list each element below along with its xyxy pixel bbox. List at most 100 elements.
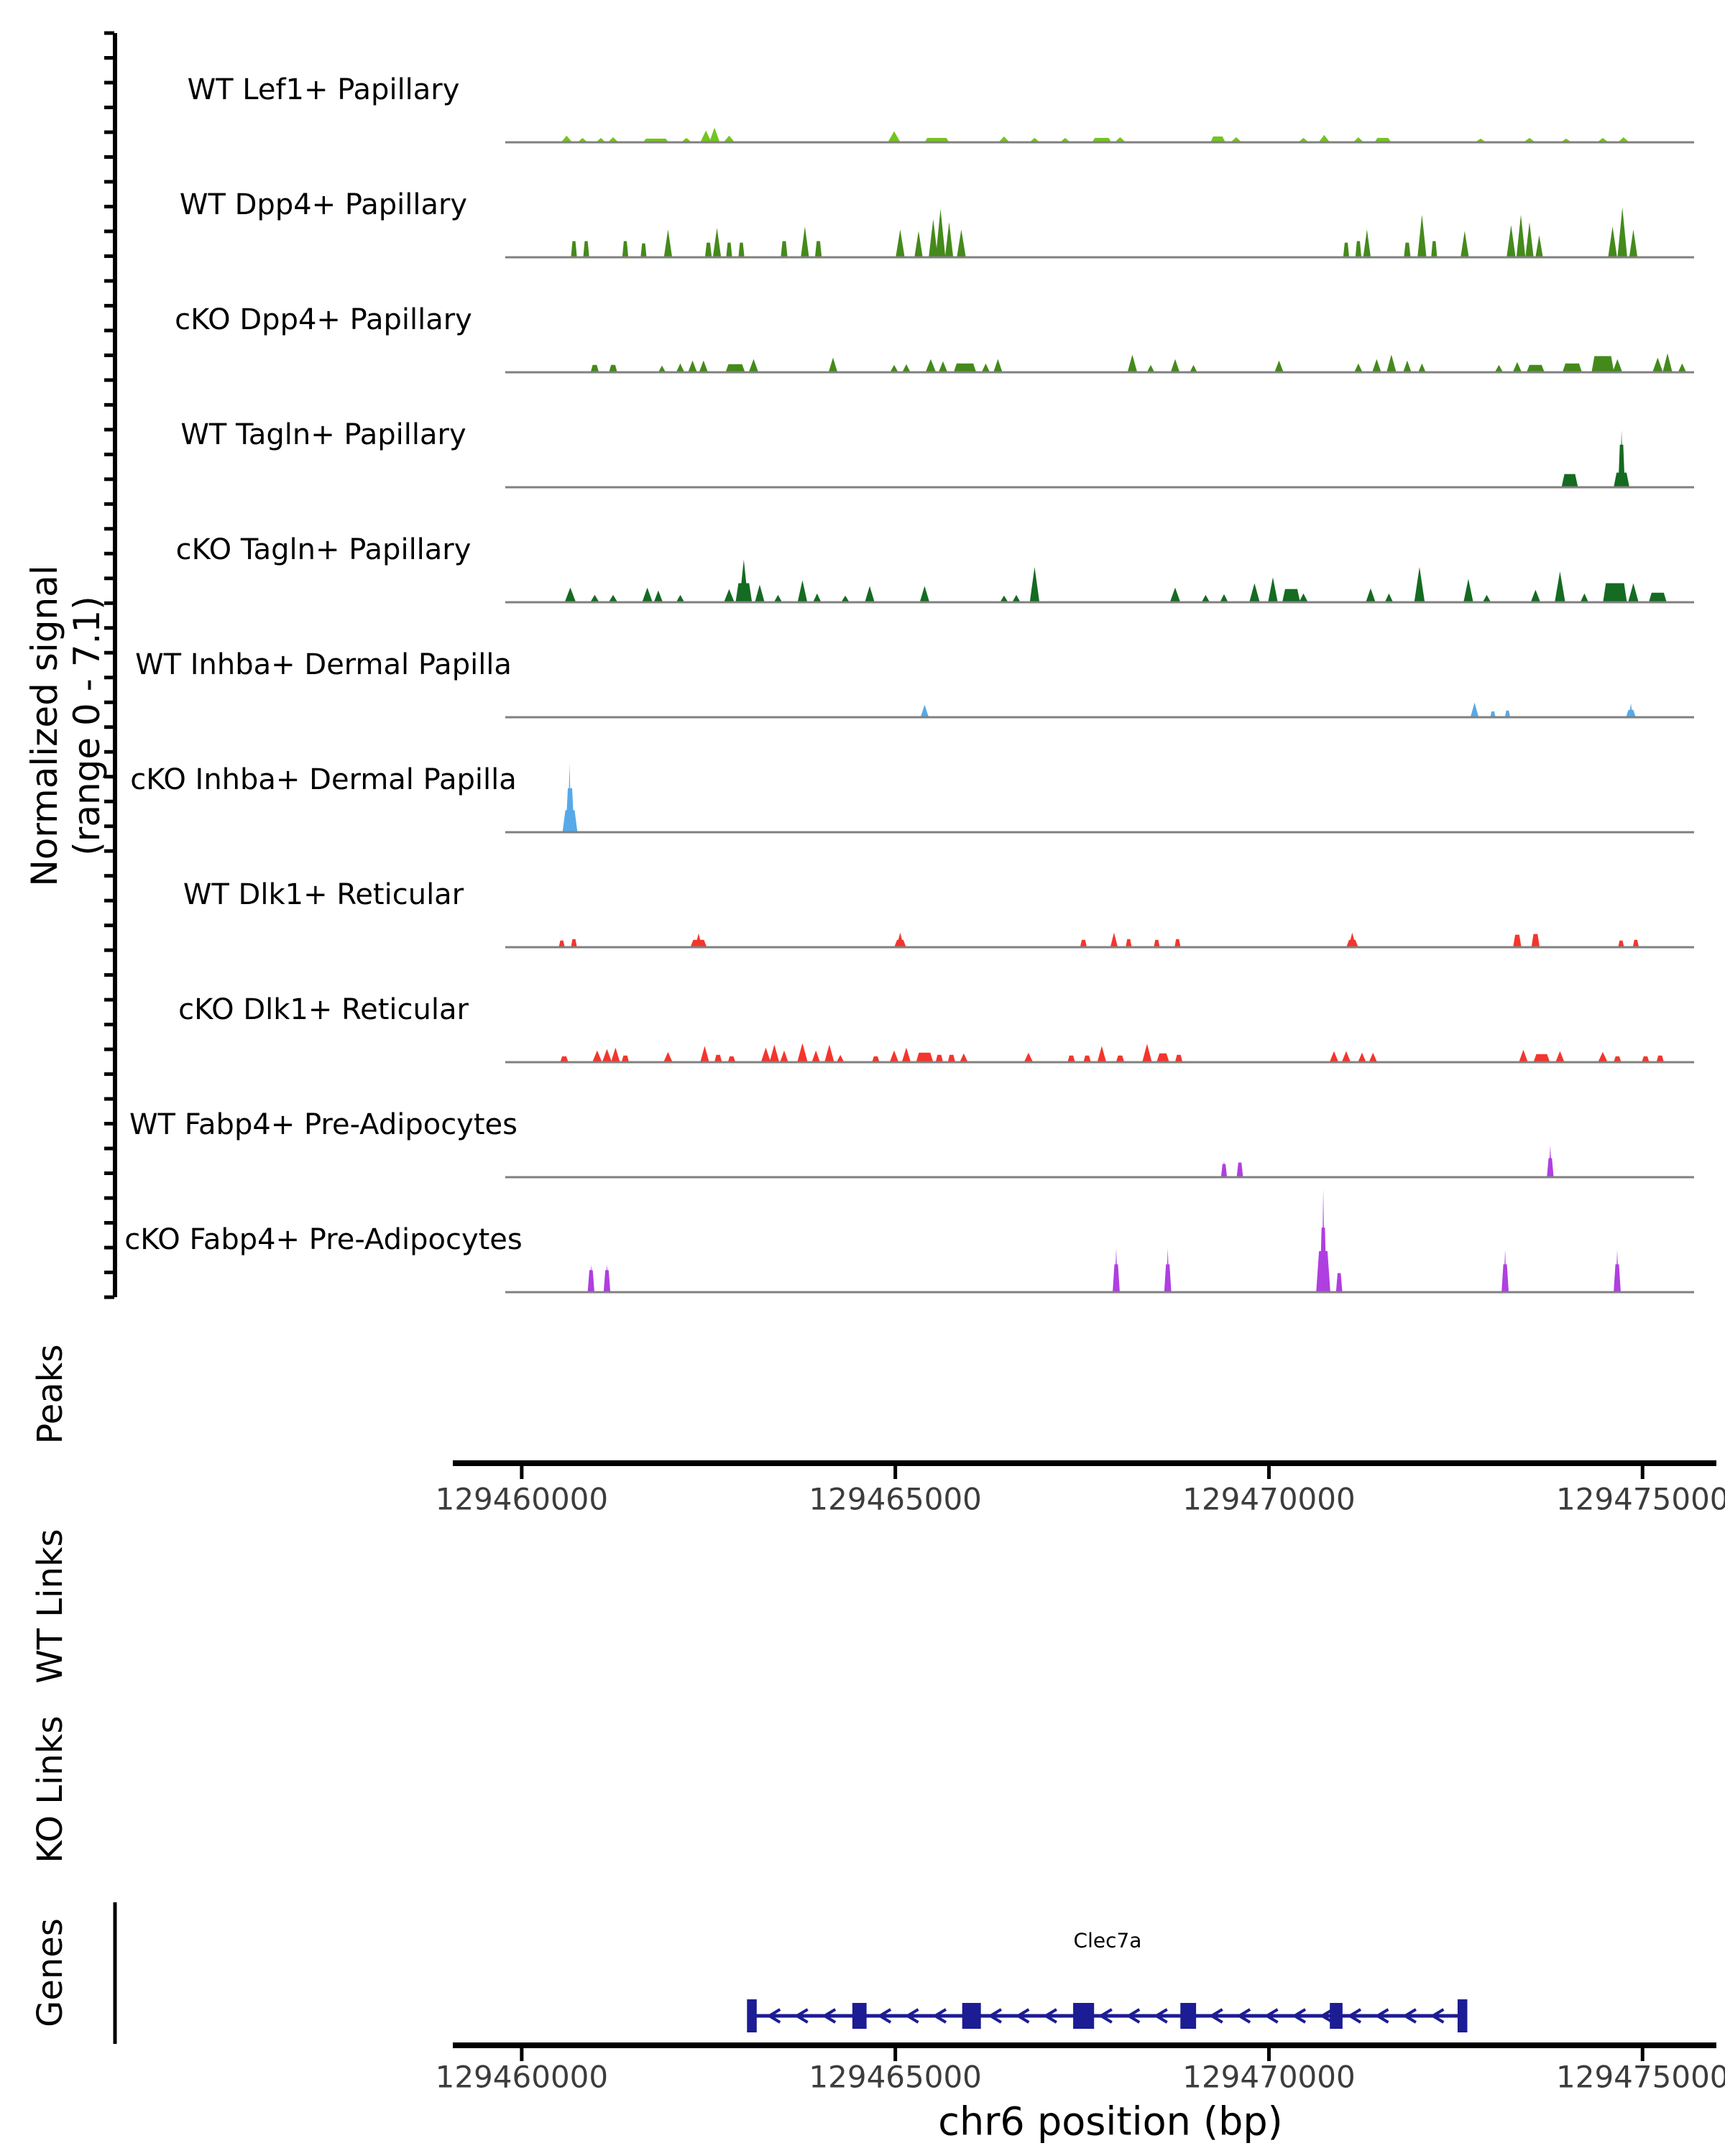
track-label: cKO Inhba+ Dermal Papilla [130,763,517,796]
strand-arrow-left-icon [822,2008,837,2024]
signal-peak [609,364,617,372]
track-label: WT Tagln+ Papillary [180,418,466,451]
signal-peak [1230,137,1242,142]
signal-peak [1414,566,1425,602]
signal-peak [1618,137,1629,142]
signal-peak [602,1049,612,1062]
signal-peak [571,939,577,947]
x-axis-title: chr6 position (bp) [938,2099,1283,2145]
strand-arrow-left-icon [1098,2008,1113,2024]
signal-peak [1417,214,1427,257]
track-1-signal [505,127,1694,144]
signal-peak [916,1052,934,1062]
signal-peak [1418,363,1426,372]
gene-model [747,1999,1468,2032]
signal-peak [1127,354,1138,372]
signal-peak [1000,595,1008,602]
gene-end-bar [1457,1999,1468,2032]
signal-peak [841,595,850,602]
signal-peak [727,1056,736,1062]
signal-peak [1024,1052,1034,1062]
track-label: WT Lef1+ Papillary [187,73,460,106]
signal-peak [1384,593,1394,602]
signal-peak [769,1044,780,1062]
signal-peak [1355,241,1362,257]
signal-peak [560,1056,569,1062]
strand-arrow-left-icon [1070,2008,1085,2024]
signal-peak [1329,1051,1339,1062]
signal-peak [1535,235,1543,257]
signal-peak [561,135,573,142]
signal-peak [865,586,875,602]
signal-peak [1353,137,1364,142]
axis-tick-label: 129460000 [435,1481,609,1517]
signal-peak [1348,932,1356,947]
signal-peak [914,231,923,257]
signal-peak [1678,363,1687,372]
signal-peak [1490,711,1496,717]
signal-peak [577,137,588,142]
signal-peak [704,242,712,257]
signal-peak [1523,137,1536,142]
signal-peak [1629,703,1633,717]
signal-peak [1648,592,1667,602]
signal-peak [681,137,692,142]
signal-peak [1580,593,1589,602]
signal-peak [1335,1273,1343,1292]
signal-peak [960,1053,968,1062]
signal-peak [1170,359,1180,372]
y-axis-label-line2: (range 0 - 7.1) [66,596,108,856]
signal-peak [714,1054,722,1062]
signal-peak [1368,1052,1378,1062]
signal-peak [929,218,938,257]
signal-peak [760,1047,771,1062]
signal-peak [642,587,653,602]
signal-peak [1612,359,1623,372]
signal-peak [944,221,954,257]
signal-peak [1236,1162,1243,1177]
track-5-signal [505,559,1694,604]
track-label: WT Inhba+ Dermal Papilla [135,648,512,681]
track-11-signal [505,1189,1694,1294]
signal-peak [640,243,647,257]
signal-peak [621,1055,630,1062]
signal-peak [1222,1161,1226,1177]
signal-peak [571,241,577,257]
signal-peak [920,704,929,717]
signal-peak [1386,354,1397,372]
strand-arrow-left-icon [794,2008,809,2024]
signal-peak [1513,934,1522,947]
strand-arrow-left-icon [1236,2008,1251,2024]
signal-peak [583,241,589,257]
signal-peak [735,583,753,602]
signal-peak [1403,360,1412,372]
signal-peak [1516,214,1526,257]
signal-peak [608,594,618,602]
strand-arrow-left-icon [877,2008,892,2024]
peaks-axis [453,1460,1716,1479]
signal-peak [1201,594,1210,602]
signal-peak [1174,1054,1183,1062]
signal-peak [1059,137,1071,142]
signal-peak [1555,571,1565,602]
signal-peak [699,360,709,372]
strand-arrow-left-icon [932,2008,947,2024]
signal-peak [902,364,911,372]
signal-peak [1431,241,1438,257]
signal-peak [1318,134,1330,142]
signal-peak [797,580,808,602]
signal-peak [947,1054,956,1062]
signal-peak [1494,364,1504,372]
signal-peak [1343,242,1350,257]
section-label-peaks: Peaks [30,1344,70,1445]
signal-peak [1114,1248,1118,1292]
signal-peak [1591,356,1614,372]
signal-peak [596,137,606,142]
strand-arrow-left-icon [1430,2008,1445,2024]
strand-arrow-left-icon [1015,2008,1030,2024]
signal-peak [1629,229,1638,257]
signal-peak [901,1047,911,1062]
track-label: WT Fabp4+ Pre-Adipocytes [129,1108,518,1141]
signal-peak [889,1050,899,1062]
signal-peak [1268,577,1278,602]
